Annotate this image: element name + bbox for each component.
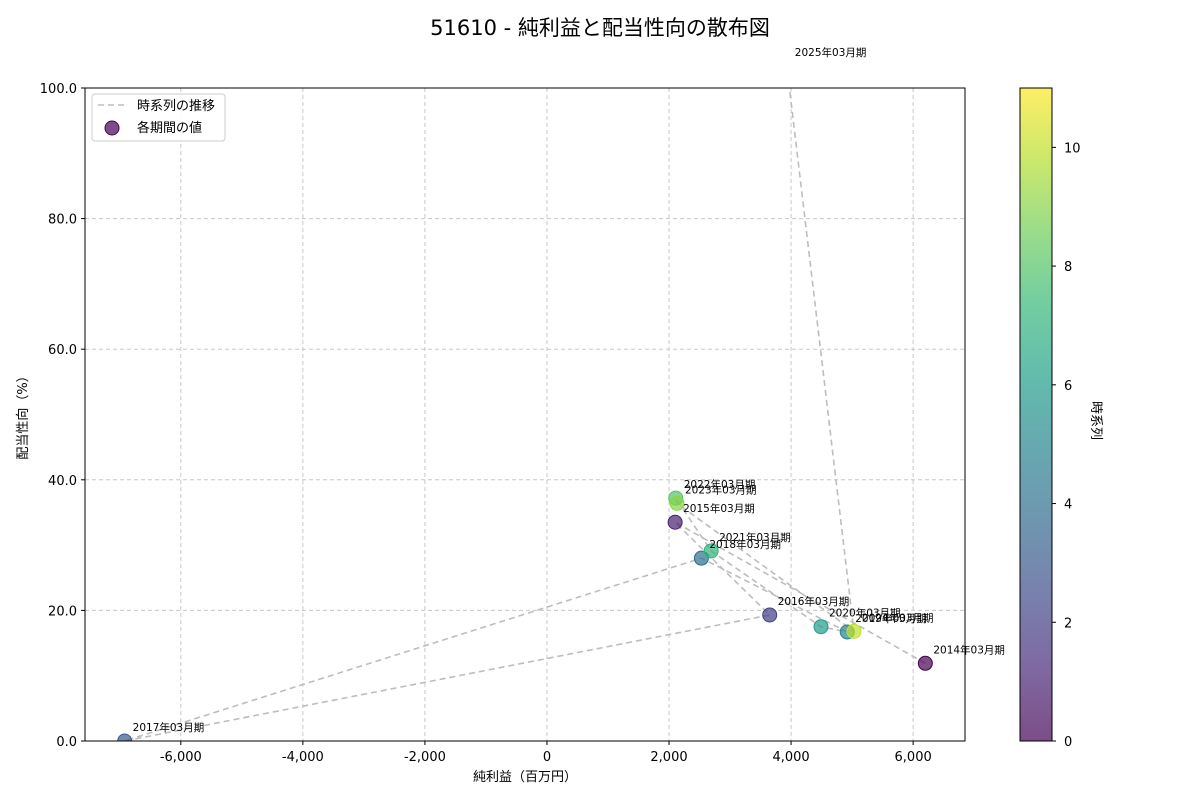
colorbar-tick-label: 0	[1064, 735, 1072, 750]
point-label: 2021年03月期	[719, 531, 791, 544]
colorbar	[1019, 87, 1053, 742]
chart-title: 51610 - 純利益と配当性向の散布図	[430, 16, 770, 40]
y-tick-label: 80.0	[48, 213, 77, 228]
data-point[interactable]	[780, 59, 794, 73]
data-point[interactable]	[846, 623, 862, 639]
colorbar-tick-label: 2	[1064, 616, 1072, 631]
point-label: 2017年03月期	[133, 721, 205, 734]
y-tick-label: 40.0	[48, 474, 77, 489]
data-point[interactable]	[669, 495, 685, 511]
data-point[interactable]	[917, 655, 933, 671]
legend-box	[91, 93, 226, 142]
data-point[interactable]	[703, 543, 719, 559]
plot-frame	[84, 87, 966, 742]
legend-label-line: 時系列の推移	[137, 99, 215, 114]
colorbar-tick-label: 6	[1064, 379, 1072, 394]
point-label: 2022年03月期	[684, 478, 756, 491]
point-label: 2015年03月期	[683, 502, 755, 515]
point-label: 2024年03月期	[862, 611, 934, 624]
point-label: 2019年03月期	[855, 612, 927, 625]
data-point[interactable]	[813, 619, 829, 635]
x-tick-label: -2,000	[404, 750, 446, 765]
x-tick-label: -6,000	[160, 750, 202, 765]
legend-marker-icon	[104, 120, 120, 136]
point-label: 2016年03月期	[778, 595, 850, 608]
data-point[interactable]	[117, 733, 133, 748]
point-label: 2025年03月期	[795, 46, 867, 59]
y-tick-label: 20.0	[48, 604, 77, 619]
x-tick-label: 0	[543, 750, 551, 765]
y-tick-label: 0.0	[56, 735, 77, 750]
x-tick-label: 6,000	[895, 750, 932, 765]
point-label: 2014年03月期	[933, 643, 1005, 656]
x-axis-label: 純利益（百万円）	[473, 770, 577, 785]
colorbar-tick-label: 8	[1064, 260, 1072, 275]
colorbar-label: 時系列	[1088, 401, 1103, 440]
y-tick-label: 60.0	[48, 343, 77, 358]
point-label: 2018年03月期	[709, 538, 781, 551]
point-label: 2020年03月期	[829, 607, 901, 620]
time-series-line	[124, 88, 926, 741]
legend-label-marker: 各期間の値	[137, 120, 202, 136]
data-point[interactable]	[667, 514, 683, 530]
x-tick-label: 4,000	[772, 750, 809, 765]
y-axis-label: 配当性向（%）	[15, 369, 31, 459]
colorbar-tick-label: 4	[1064, 498, 1072, 513]
data-point[interactable]	[762, 607, 778, 623]
x-tick-label: 2,000	[650, 750, 687, 765]
colorbar-tick-label: 10	[1064, 141, 1081, 156]
y-tick-label: 100.0	[40, 82, 77, 97]
point-label: 2023年03月期	[685, 483, 757, 496]
x-tick-label: -4,000	[282, 750, 324, 765]
